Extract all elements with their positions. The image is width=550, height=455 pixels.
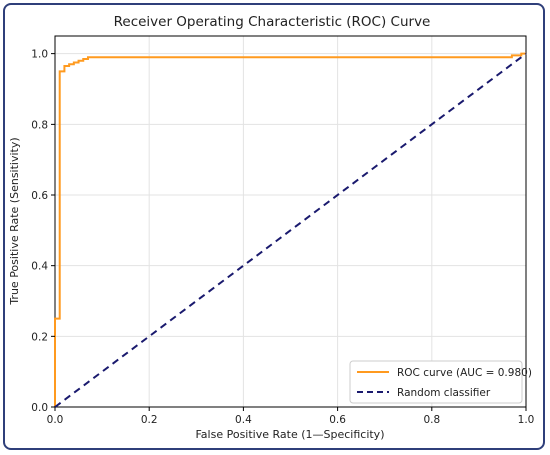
series-layer bbox=[54, 52, 527, 408]
x-axis-label: False Positive Rate (1—Specificity) bbox=[195, 428, 384, 441]
y-axis-ticks: 0.0 0.2 0.4 0.6 0.8 1.0 bbox=[31, 49, 55, 414]
chart-title: Receiver Operating Characteristic (ROC) … bbox=[114, 14, 431, 30]
x-tick-label: 1.0 bbox=[518, 414, 535, 426]
y-tick-label: 0.8 bbox=[31, 119, 48, 131]
roc-chart: Receiver Operating Characteristic (ROC) … bbox=[8, 14, 535, 441]
x-tick-label: 0.0 bbox=[47, 414, 64, 426]
y-tick-label: 0.6 bbox=[31, 190, 48, 202]
x-tick-label: 0.2 bbox=[141, 414, 158, 426]
y-tick-label: 0.0 bbox=[31, 402, 48, 414]
series-line-roc bbox=[54, 52, 526, 407]
legend-box bbox=[349, 360, 523, 404]
series-line-random bbox=[54, 52, 527, 408]
legend-label-roc: ROC curve (AUC = 0.980) bbox=[397, 367, 532, 379]
x-tick-label: 0.6 bbox=[329, 414, 346, 426]
legend-label-random: Random classifier bbox=[397, 387, 491, 399]
y-tick-label: 1.0 bbox=[31, 49, 48, 61]
x-axis-ticks: 0.0 0.2 0.4 0.6 0.8 1.0 bbox=[47, 407, 535, 426]
x-tick-label: 0.8 bbox=[423, 414, 440, 426]
y-tick-label: 0.4 bbox=[31, 261, 48, 273]
y-tick-label: 0.2 bbox=[31, 331, 48, 343]
y-axis-label: True Positive Rate (Sensitivity) bbox=[8, 137, 21, 305]
x-tick-label: 0.4 bbox=[235, 414, 252, 426]
grid bbox=[54, 36, 527, 408]
plot-area bbox=[54, 35, 527, 408]
figure-frame: Receiver Operating Characteristic (ROC) … bbox=[3, 3, 545, 450]
legend: ROC curve (AUC = 0.980) Random classifie… bbox=[349, 360, 532, 404]
